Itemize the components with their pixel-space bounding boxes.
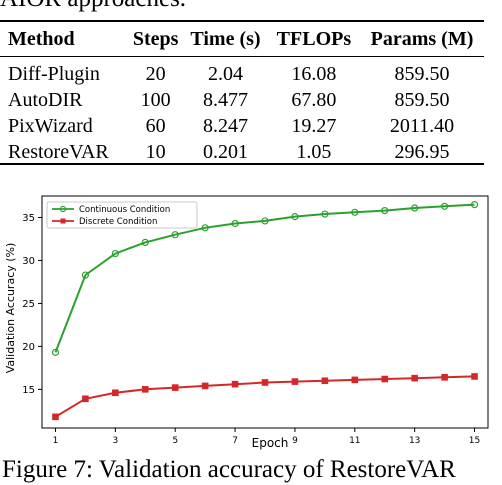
data-point xyxy=(441,374,448,381)
table-header-rule xyxy=(0,56,484,57)
header-fragment: AIOR approaches. xyxy=(0,0,186,14)
table-cell: 296.95 xyxy=(394,140,450,163)
data-point xyxy=(470,200,479,209)
series-line xyxy=(54,203,475,353)
table-cell: 2.04 xyxy=(207,62,243,85)
table-cell: 10 xyxy=(145,140,166,163)
table-cell: Diff-Plugin xyxy=(8,62,100,85)
x-tick-label: 11 xyxy=(349,436,360,446)
column-header: Steps xyxy=(132,27,179,50)
data-point xyxy=(81,271,90,279)
table-cell: 8.477 xyxy=(202,88,248,111)
data-point xyxy=(171,231,179,239)
data-point xyxy=(82,395,89,403)
legend-marker xyxy=(59,205,67,213)
x-tick-label: 7 xyxy=(232,436,238,446)
table-cell: 16.08 xyxy=(291,62,337,85)
data-point xyxy=(381,207,389,215)
comparison-table: Method Steps Time (s) TFLOPs Params (M) … xyxy=(0,22,484,165)
legend-label: Discrete Condition xyxy=(79,217,157,227)
data-point xyxy=(351,376,359,384)
data-point xyxy=(51,348,60,356)
y-tick-label: 15 xyxy=(22,385,35,396)
chart-legend: Continuous Condition Discrete Condition xyxy=(46,201,198,229)
x-tick-label: 3 xyxy=(112,436,118,446)
table-cell: 1.05 xyxy=(296,140,332,163)
table-cell: 2011.40 xyxy=(389,114,455,137)
x-tick-label: 1 xyxy=(53,436,59,446)
data-point xyxy=(231,219,239,228)
data-point xyxy=(201,224,209,232)
table-row: PixWizard 60 8.247 19.27 2011.40 xyxy=(0,113,484,139)
table-cell: 20 xyxy=(145,62,166,85)
column-header: Params (M) xyxy=(370,27,474,50)
data-point xyxy=(471,373,478,380)
table-cell: 8.247 xyxy=(202,114,248,137)
data-point xyxy=(111,249,119,258)
y-tick-label: 35 xyxy=(22,213,35,224)
x-tick-label: 5 xyxy=(172,436,178,446)
table-cell: 100 xyxy=(140,88,171,111)
table-cell: 0.201 xyxy=(202,140,248,163)
data-point xyxy=(381,375,389,383)
y-axis-label: Validation Accuracy (%) xyxy=(4,243,17,374)
column-header: Time (s) xyxy=(190,27,261,50)
table-row: AutoDIR 100 8.477 67.80 859.50 xyxy=(0,87,484,113)
column-header: TFLOPs xyxy=(276,27,352,50)
data-point xyxy=(321,210,329,218)
table-row: RestoreVAR 10 0.201 1.05 296.95 xyxy=(0,139,484,165)
y-tick-label: 20 xyxy=(22,342,35,353)
data-point xyxy=(321,377,329,385)
x-axis-label: Epoch xyxy=(252,436,289,450)
data-point xyxy=(411,374,418,382)
data-point xyxy=(171,384,179,391)
plot-frame xyxy=(41,195,489,429)
table-cell: 60 xyxy=(145,114,166,137)
data-point xyxy=(261,379,269,386)
data-point xyxy=(261,217,269,225)
table-cell: RestoreVAR xyxy=(8,140,109,163)
table-header-row: Method Steps Time (s) TFLOPs Params (M) xyxy=(0,22,484,56)
legend-label: Continuous Condition xyxy=(79,205,170,215)
x-tick-label: 9 xyxy=(292,436,298,446)
table-cell: AutoDIR xyxy=(8,88,83,111)
table-top-rule xyxy=(0,20,484,22)
data-point xyxy=(112,389,119,397)
legend-marker xyxy=(60,218,66,224)
accuracy-line-chart: Validation Accuracy (%) Epoch Continuous… xyxy=(4,195,489,450)
data-point xyxy=(231,380,239,388)
data-point xyxy=(201,382,209,390)
table-bottom-rule xyxy=(0,163,484,165)
data-point xyxy=(351,208,359,216)
data-point xyxy=(411,204,419,212)
x-tick-label: 15 xyxy=(469,436,480,446)
data-point xyxy=(52,413,59,421)
data-point xyxy=(440,202,449,210)
data-point xyxy=(291,378,299,385)
legend-box xyxy=(46,201,198,229)
y-tick-label: 25 xyxy=(22,299,35,310)
data-point xyxy=(291,213,299,221)
data-point xyxy=(141,238,149,247)
table-cell: 859.50 xyxy=(394,88,450,111)
table-row: Diff-Plugin 20 2.04 16.08 859.50 xyxy=(0,56,484,87)
column-header: Method xyxy=(8,27,75,50)
table-cell: 859.50 xyxy=(394,62,450,85)
data-point xyxy=(141,386,149,393)
figure-caption-fragment: Figure 7: Validation accuracy of Restore… xyxy=(2,456,456,483)
x-tick-label: 13 xyxy=(409,436,420,446)
table-cell: PixWizard xyxy=(8,114,93,137)
table-cell: 19.27 xyxy=(291,114,337,137)
table-cell: 67.80 xyxy=(291,88,337,111)
y-tick-label: 30 xyxy=(22,256,35,267)
